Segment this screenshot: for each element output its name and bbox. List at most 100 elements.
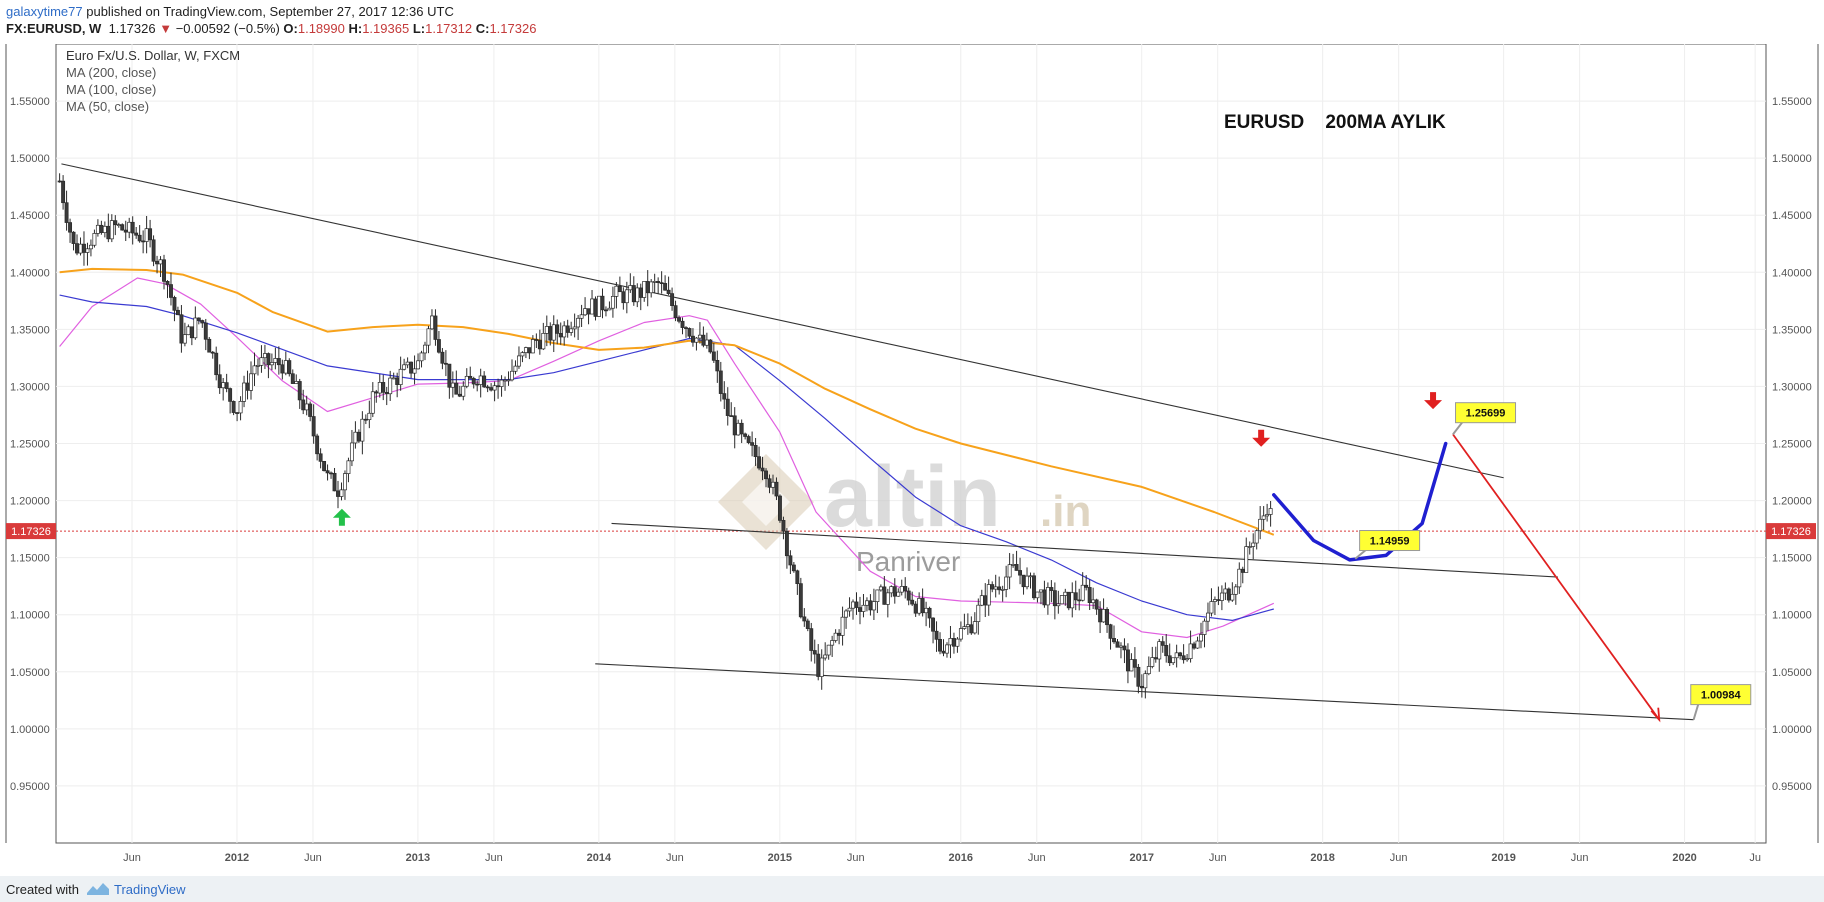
candle-body: [517, 355, 521, 367]
candle-body: [927, 607, 932, 619]
candle-body: [1073, 592, 1078, 601]
candle-body: [1209, 601, 1214, 614]
candle-body: [1105, 609, 1110, 626]
candle-body: [175, 309, 180, 316]
candle-body: [513, 365, 518, 372]
red-projection-line[interactable]: [1452, 433, 1660, 721]
candle-body: [718, 370, 723, 394]
candle-body: [252, 365, 257, 375]
chart-header: galaxytime77 published on TradingView.co…: [0, 0, 1824, 44]
candle-body: [57, 180, 62, 183]
candle-body: [506, 379, 511, 382]
candle-body: [499, 379, 504, 387]
candle-body: [249, 373, 253, 391]
candle-body: [617, 285, 622, 293]
candle-body: [137, 234, 142, 242]
candle-body: [812, 650, 817, 655]
candle-body: [951, 638, 956, 647]
candle-body: [266, 353, 271, 366]
candle-body: [496, 385, 501, 388]
candle-body: [179, 314, 184, 344]
candle-body: [1157, 641, 1162, 660]
candle-body: [1251, 542, 1256, 547]
callout-box[interactable]: [1359, 530, 1421, 552]
blue-projection-curve[interactable]: [1272, 441, 1448, 562]
trendline-0[interactable]: [61, 163, 1504, 479]
callout-box[interactable]: [1455, 402, 1517, 424]
candle-body: [158, 259, 163, 265]
y-tick-label-right: 1.45000: [1772, 210, 1812, 222]
candle-body: [642, 281, 647, 298]
candle-body: [245, 382, 250, 391]
candle-body: [736, 422, 741, 436]
candle-body: [715, 359, 720, 372]
annotations[interactable]: 1.14959 1.25699 1.00984: [332, 392, 1752, 721]
candle-body: [579, 314, 584, 319]
candle-body: [687, 328, 692, 337]
callout-box[interactable]: [1690, 684, 1752, 706]
candle-body: [1230, 593, 1235, 601]
candle-body: [203, 322, 208, 340]
close-value: 1.17326: [489, 21, 537, 36]
candle-body: [189, 326, 194, 339]
trendline-2[interactable]: [595, 663, 1694, 721]
current-price-badge-left: [6, 523, 56, 540]
projections[interactable]: [1272, 433, 1661, 723]
candle-body: [924, 607, 929, 614]
moving-averages: [59, 267, 1275, 639]
candle-body: [520, 352, 525, 357]
candle-body: [1160, 641, 1165, 646]
watermark-suffix: .in: [1040, 487, 1091, 536]
candle-body: [976, 604, 981, 622]
candle-body: [1212, 599, 1217, 602]
candle-body: [409, 361, 414, 374]
author-link[interactable]: galaxytime77: [6, 4, 83, 19]
candle-body: [583, 308, 588, 316]
candle-body: [329, 472, 333, 475]
candle-body: [71, 231, 76, 244]
candle-body: [92, 233, 97, 246]
candle-body: [64, 202, 69, 223]
y-tick-label-right: 0.95000: [1772, 781, 1812, 793]
candle-body: [200, 320, 205, 324]
candle-body: [851, 601, 855, 609]
candle-body: [430, 315, 434, 330]
price-chart[interactable]: altin .in Panriver 0.95000 0.950001.00000…: [0, 44, 1824, 876]
candle-body: [471, 378, 476, 385]
candle-body: [123, 229, 128, 233]
candle-body: [1265, 514, 1270, 517]
candle-body: [704, 339, 709, 346]
trendlines[interactable]: [61, 163, 1694, 721]
candle-body: [1045, 587, 1050, 606]
y-tick-label-left: 1.40000: [10, 267, 50, 279]
candle-body: [652, 281, 657, 283]
candle-body: [871, 601, 876, 611]
candle-body: [1192, 643, 1197, 649]
candle-body: [530, 339, 535, 354]
candle-body: [464, 375, 469, 387]
candle-body: [297, 381, 302, 401]
candle-body: [116, 224, 121, 226]
trendline-1[interactable]: [611, 522, 1558, 578]
candle-body: [572, 326, 577, 330]
candle-body: [541, 333, 546, 350]
candle-body: [732, 415, 737, 436]
y-tick-label-left: 1.05000: [10, 667, 50, 679]
tradingview-brand[interactable]: TradingView: [114, 882, 186, 897]
candle-body: [346, 460, 351, 474]
candle-body: [1132, 659, 1137, 668]
candle-body: [221, 382, 226, 389]
candle-body: [193, 317, 198, 339]
candle-body: [443, 362, 448, 365]
candle-body: [1185, 658, 1190, 661]
candle-body: [819, 657, 824, 677]
candle-body: [492, 385, 497, 391]
candle-body: [1108, 624, 1113, 639]
candlesticks: [57, 173, 1273, 699]
y-tick-label-left: 1.30000: [10, 381, 50, 393]
chart-title: Euro Fx/U.S. Dollar, W, FXCM: [66, 48, 240, 63]
candle-body: [979, 595, 984, 606]
candle-body: [969, 624, 974, 634]
candle-body: [663, 283, 668, 291]
candle-body: [781, 520, 786, 532]
